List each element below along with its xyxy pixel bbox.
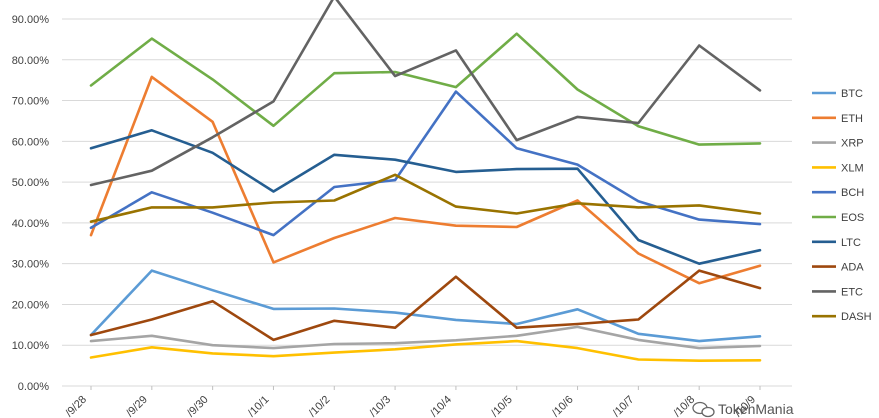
watermark-text: TokenMania	[718, 401, 794, 417]
legend-label-dash: DASH	[841, 311, 872, 323]
y-tick-label: 60.00%	[12, 136, 50, 148]
legend-label-bch: BCH	[841, 187, 864, 199]
series-line-ltc	[89, 129, 762, 266]
legend-label-btc: BTC	[841, 88, 863, 100]
series-line-eth	[89, 75, 762, 285]
y-tick-label: 10.00%	[12, 340, 50, 352]
series-line-dash	[89, 173, 762, 223]
legend-label-ada: ADA	[841, 262, 864, 274]
y-tick-label: 80.00%	[12, 55, 50, 67]
x-tick-label: /10/7	[611, 394, 637, 418]
series-line-xlm	[89, 339, 762, 363]
x-tick-label: /9/28	[63, 394, 89, 418]
legend-label-ltc: LTC	[841, 237, 861, 249]
series-lines	[89, 0, 762, 363]
y-tick-label: 0.00%	[18, 381, 49, 393]
series-line-btc	[89, 269, 762, 343]
y-tick-label: 50.00%	[12, 177, 50, 189]
legend-label-xlm: XLM	[841, 162, 864, 174]
y-tick-label: 40.00%	[12, 218, 50, 230]
x-tick-label: /10/2	[307, 394, 333, 418]
y-tick-label: 20.00%	[12, 299, 50, 311]
series-line-etc	[89, 0, 762, 187]
gridlines	[62, 18, 792, 387]
legend-label-eos: EOS	[841, 212, 864, 224]
x-tick-label: /9/30	[185, 394, 211, 418]
series-line-ada	[89, 269, 762, 342]
y-tick-label: 90.00%	[12, 14, 50, 26]
x-tick-label: /10/3	[367, 394, 393, 418]
y-tick-label: 70.00%	[12, 96, 50, 108]
wechat-icon	[692, 401, 715, 418]
watermark: TokenMania	[692, 401, 794, 418]
x-tick-label: /9/29	[124, 394, 150, 418]
x-tick-label: /10/4	[428, 394, 454, 418]
y-axis: 0.00% 10.00% 20.00% 30.00% 40.00% 50.00% 60.00…	[12, 14, 50, 393]
x-tick-label: /10/6	[550, 394, 576, 418]
legend-label-etc: ETC	[841, 286, 863, 298]
x-tick-label: /10/5	[489, 394, 515, 418]
legend-label-xrp: XRP	[841, 138, 864, 150]
series-line-bch	[89, 90, 762, 237]
y-tick-label: 30.00%	[12, 259, 50, 271]
series-line-xrp	[89, 325, 762, 350]
legend-label-eth: ETH	[841, 113, 863, 125]
x-axis: /9/28/9/29/9/30/10/1/10/2/10/3/10/4/10/5…	[63, 386, 761, 418]
legend: BTC ETH XRP XLM BCH EOS LTC ADA ETC DASH	[812, 88, 872, 323]
series-line-eos	[89, 32, 762, 146]
x-tick-label: /10/1	[246, 394, 272, 418]
